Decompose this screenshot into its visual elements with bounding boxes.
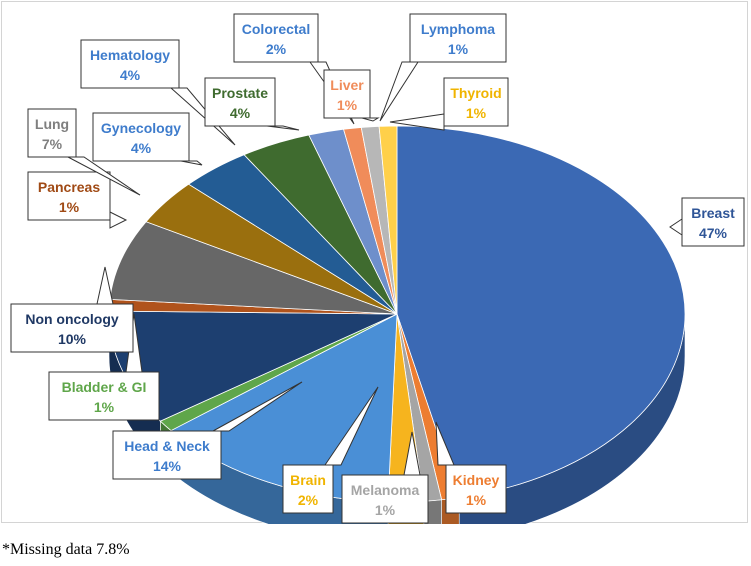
slice-percent-label: 2% [298, 492, 319, 508]
callout-pancreas: Pancreas 1% [27, 171, 128, 229]
callout-box [233, 13, 319, 63]
callout-brain: Brain 2% [282, 386, 379, 514]
callout-breast: Breast 47% [669, 197, 745, 247]
slice-name-label: Hematology [90, 47, 170, 63]
slice-percent-label: 4% [230, 105, 251, 121]
slice-name-label: Colorectal [242, 21, 310, 37]
slice-name-label: Head & Neck [124, 438, 210, 454]
callout-box [445, 464, 507, 514]
callout-liver: Liver 1% [323, 69, 380, 122]
slice-name-label: Lung [35, 116, 69, 132]
slice-percent-label: 4% [120, 67, 141, 83]
callout-box [443, 77, 509, 127]
slice-percent-label: 10% [58, 331, 87, 347]
callout-bladder-and-gi: Bladder & GI 1% [48, 313, 160, 421]
slice-percent-label: 1% [337, 97, 358, 113]
slice-name-label: Melanoma [351, 482, 420, 498]
callout-box [48, 371, 160, 421]
slice-thyroid [378, 125, 398, 315]
slice-percent-label: 4% [131, 140, 152, 156]
callout-lymphoma: Lymphoma 1% [379, 13, 507, 122]
chart-frame: Breast 47% Kidney 1% Melanoma 1% Brain 2% Head &… [1, 1, 748, 524]
callout-gynecology: Gynecology 4% [92, 112, 203, 166]
callout-box [323, 69, 371, 119]
slice-name-label: Brain [290, 472, 326, 488]
slice-percent-label: 1% [94, 399, 115, 415]
pie-chart: Breast 47% Kidney 1% Melanoma 1% Brain 2% Head &… [10, 13, 745, 524]
callout-leader [266, 125, 300, 131]
slice-name-label: Gynecology [101, 120, 181, 136]
callout-box [341, 474, 429, 524]
slice-name-label: Thyroid [450, 85, 501, 101]
callout-box [204, 77, 276, 127]
slice-percent-label: 1% [375, 502, 396, 518]
slice-percent-label: 47% [699, 225, 728, 241]
callout-box [282, 464, 334, 514]
slice-name-label: Liver [330, 77, 364, 93]
callout-leader [180, 160, 203, 166]
callout-leader [96, 266, 114, 305]
slice-name-label: Lymphoma [421, 21, 495, 37]
slice-name-label: Breast [691, 205, 735, 221]
callout-box [80, 39, 180, 89]
callout-melanoma: Melanoma 1% [341, 431, 429, 524]
callout-thyroid: Thyroid 1% [389, 77, 509, 131]
callout-box [681, 197, 745, 247]
callout-leader [379, 61, 419, 122]
callout-kidney: Kidney 1% [435, 421, 507, 514]
slice-name-label: Pancreas [38, 179, 100, 195]
callout-box [10, 303, 134, 353]
slice-percent-label: 1% [448, 41, 469, 57]
slice-name-label: Kidney [453, 472, 500, 488]
footnote: *Missing data 7.8% [2, 541, 130, 558]
callout-hematology: Hematology 4% [80, 39, 236, 146]
callouts: Breast 47% Kidney 1% Melanoma 1% Brain 2% Head &… [10, 13, 745, 524]
slice-name-label: Prostate [212, 85, 268, 101]
callout-leader [109, 211, 128, 229]
slice-percent-label: 1% [466, 492, 487, 508]
callout-box [409, 13, 507, 63]
callout-leader [669, 218, 683, 236]
slice-percent-label: 7% [42, 136, 63, 152]
callout-box [112, 430, 222, 480]
slice-percent-label: 1% [59, 199, 80, 215]
callout-box [27, 108, 77, 158]
callout-non-oncology: Non oncology 10% [10, 266, 134, 353]
callout-box [27, 171, 111, 221]
callout-lung: Lung 7% [27, 108, 141, 196]
callout-box [92, 112, 190, 162]
slice-percent-label: 14% [153, 458, 182, 474]
slice-percent-label: 2% [266, 41, 287, 57]
slice-name-label: Bladder & GI [62, 379, 147, 395]
callout-head-and-neck: Head & Neck 14% [112, 381, 303, 480]
slice-name-label: Non oncology [25, 311, 119, 327]
slice-percent-label: 1% [466, 105, 487, 121]
slice-breast [396, 125, 686, 499]
callout-prostate: Prostate 4% [204, 77, 300, 131]
